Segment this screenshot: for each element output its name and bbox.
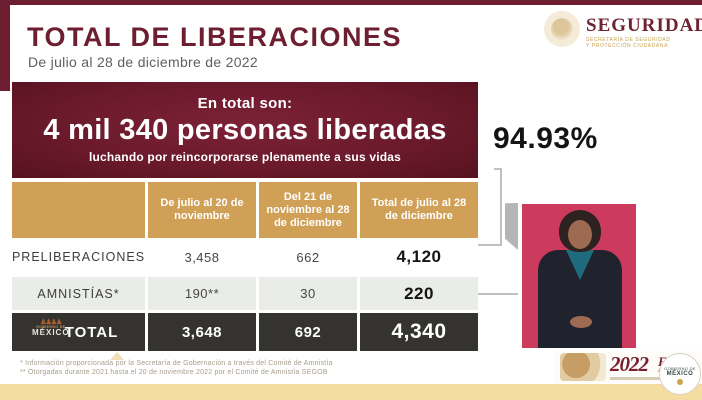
flores-small-text-strip	[610, 377, 670, 380]
row-value: 3,648	[148, 313, 256, 351]
interpreter-face	[568, 220, 592, 249]
footnote-2: ** Otorgadas durante 2021 hasta el 20 de…	[20, 369, 328, 376]
row-total: 4,340	[360, 313, 478, 351]
banner-intro: En total son:	[197, 95, 293, 112]
header-cell-empty	[12, 182, 145, 238]
seguridad-label: SEGURIDAD	[586, 15, 702, 36]
top-frame-line	[10, 0, 702, 5]
table-row-amnistias: AMNISTÍAS* 190** 30 220	[12, 277, 478, 310]
row-value: 30	[259, 277, 357, 310]
header-cell-period2: Del 21 de noviembre al 28 de diciembre	[259, 182, 357, 238]
eagle-emblem-icon	[544, 11, 580, 47]
total-banner: En total son: 4 mil 340 personas liberad…	[12, 82, 478, 178]
banner-tagline: luchando por reincorporarse plenamente a…	[88, 150, 402, 164]
table-row-total: ♟♟♟♟ GOBIERNO DE MÉXICO TOTAL 3,648 692 …	[12, 313, 478, 351]
row-label-total: ♟♟♟♟ GOBIERNO DE MÉXICO TOTAL	[12, 313, 145, 351]
interpreter-hands	[570, 316, 592, 328]
row-total: 4,120	[360, 240, 478, 274]
flores-magon-portrait	[560, 353, 606, 381]
seguridad-logo: SEGURIDAD SECRETARÍA DE SEGURIDAD Y PROT…	[544, 11, 702, 49]
row-value: 692	[259, 313, 357, 351]
row-label: AMNISTÍAS*	[12, 277, 145, 310]
seal-gold-dot-icon	[677, 379, 683, 385]
sign-language-interpreter-video	[518, 200, 640, 352]
bottom-gold-bar	[0, 384, 702, 400]
header-cell-total: Total de julio al 28 de diciembre	[360, 182, 478, 238]
page-subtitle: De julio al 28 de diciembre de 2022	[28, 54, 258, 70]
interpreter-shirt	[566, 250, 594, 280]
percentage-value: 94.93%	[493, 122, 598, 155]
page-title: TOTAL DE LIBERACIONES	[27, 22, 403, 52]
seguridad-sub-label: SECRETARÍA DE SEGURIDAD Y PROTECCIÓN CIU…	[586, 37, 671, 49]
gobierno-mexico-watermark: ♟♟♟♟ GOBIERNO DE MÉXICO	[32, 319, 70, 337]
left-frame-bar	[0, 0, 10, 91]
flores-year: 2022	[610, 352, 649, 376]
row-total: 220	[360, 277, 478, 310]
row-value: 662	[259, 240, 357, 274]
table-row-preliberaciones: PRELIBERACIONES 3,458 662 4,120	[12, 240, 478, 274]
table-header-row: De julio al 20 de noviembre Del 21 de no…	[12, 182, 478, 238]
footnote-1: * Información proporcionada por la Secre…	[20, 360, 333, 367]
row-value: 190**	[148, 277, 256, 310]
row-label: PRELIBERACIONES	[12, 240, 145, 274]
header-cell-period1: De julio al 20 de noviembre	[148, 182, 256, 238]
gobierno-figures-icon: ♟♟♟♟	[40, 319, 62, 326]
seguridad-wordmark: SEGURIDAD SECRETARÍA DE SEGURIDAD Y PROT…	[586, 11, 702, 50]
row-value: 3,458	[148, 240, 256, 274]
gobierno-mexico-seal: GOBIERNO DE MÉXICO	[659, 353, 701, 395]
gold-arrow-icon	[110, 352, 124, 360]
banner-headline: 4 mil 340 personas liberadas	[43, 114, 447, 146]
